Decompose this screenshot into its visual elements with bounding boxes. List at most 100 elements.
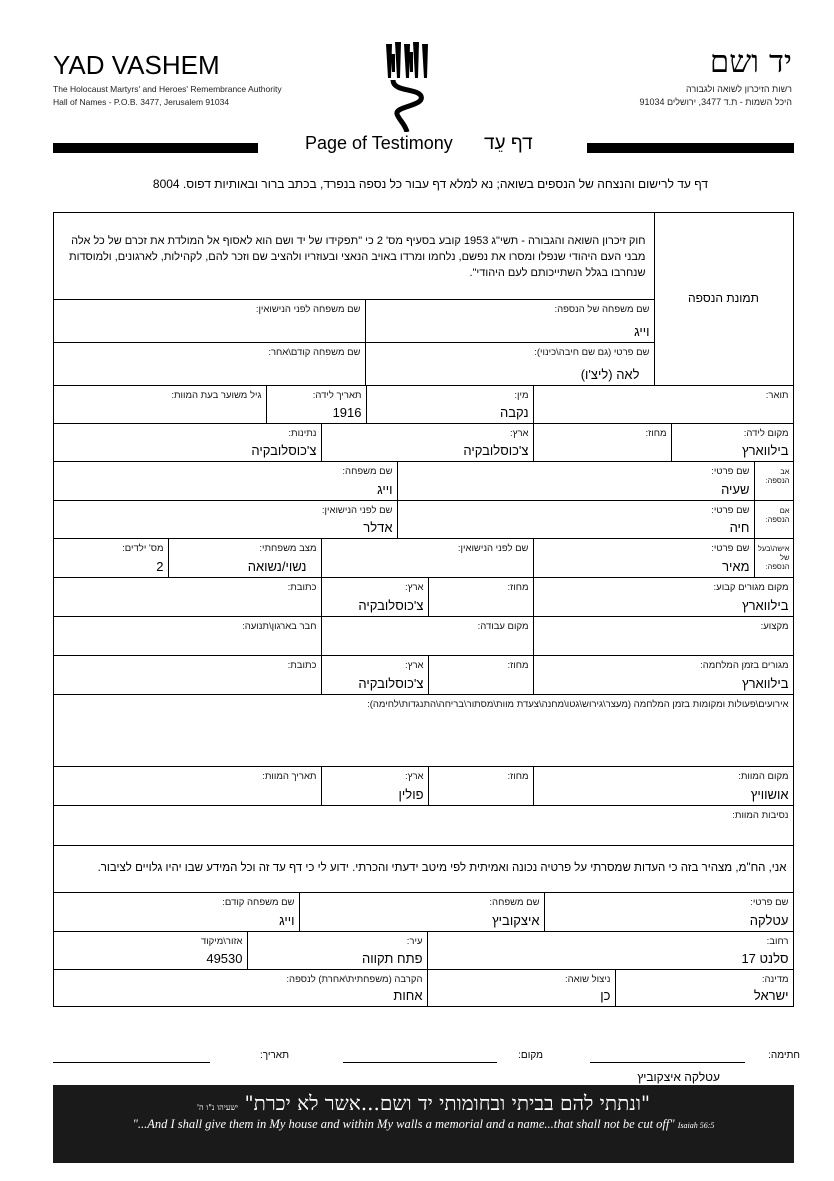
value: איצקוביץ: [492, 912, 540, 928]
field-witness-relation[interactable]: הקרבה (משפחתית\אחרת) לנספה: אחות: [52, 968, 428, 1007]
field-birth-place[interactable]: מקום לידה: בילווארץ: [670, 422, 794, 462]
field-birth-district[interactable]: מחוז:: [532, 422, 672, 462]
label: אם הנספה:: [765, 505, 790, 524]
field-witness-street[interactable]: רחוב: סלנט 17: [426, 930, 794, 970]
value: וייג: [634, 323, 650, 339]
field-residence-address[interactable]: כתובת:: [52, 576, 322, 617]
photo-cell[interactable]: תמונת הנספה: [653, 211, 794, 386]
field-witness-survivor[interactable]: ניצול שואה: כן: [426, 968, 616, 1007]
field-marital-status[interactable]: מצב משפחתי: נשוי/נשואה: [167, 537, 322, 578]
field-death-date[interactable]: תאריך המוות:: [52, 765, 322, 806]
label: שם פרטי:: [750, 896, 789, 908]
value: סלנט 17: [741, 950, 789, 966]
signature-line[interactable]: [590, 1062, 745, 1063]
place-label: מקום:: [518, 1050, 543, 1061]
field-birth-country[interactable]: ארץ: צ'כוסלובקיה: [320, 422, 534, 462]
value: אדלר: [363, 519, 393, 535]
field-war-address[interactable]: כתובת:: [52, 654, 322, 695]
label: שם לפני הנישואין:: [457, 542, 529, 554]
field-residence-country[interactable]: ארץ: צ'כוסלובקיה: [320, 576, 429, 617]
field-witness-city[interactable]: עיר: פתח תקווה: [246, 930, 428, 970]
label: שם משפחה של הנספה:: [554, 303, 650, 315]
field-profession[interactable]: מקצוע:: [532, 615, 794, 656]
value: צ'כוסלובקיה: [358, 675, 424, 691]
divider-right: [587, 143, 794, 153]
field-witness-zip[interactable]: אזור\מיקוד 49530: [52, 930, 248, 970]
label: כתובת:: [287, 659, 317, 671]
label: תואר:: [765, 389, 789, 401]
label: אב הנספה:: [765, 466, 790, 485]
value: בילווארץ: [742, 675, 789, 691]
field-organization[interactable]: חבר בארגון\תנועה:: [52, 615, 322, 656]
field-surname[interactable]: שם משפחה של הנספה: וייג: [364, 298, 655, 343]
value: מאיר: [722, 558, 750, 574]
field-witness-first[interactable]: שם פרטי: עטלקה: [543, 891, 794, 932]
field-war-residence[interactable]: מגורים בזמן המלחמה: בילווארץ: [532, 654, 794, 695]
value: צ'כוסלובקיה: [358, 597, 424, 613]
field-maiden-name[interactable]: שם משפחה לפני הנישואין:: [52, 298, 366, 343]
org-name-he: יד ושם: [709, 44, 792, 80]
testimony-form: חוק זיכרון השואה והגבורה - תשי"ג 1953 קו…: [52, 211, 794, 1007]
field-children-count[interactable]: מס' ילדים: 2: [52, 537, 169, 578]
label: אזור\מיקוד: [200, 935, 243, 947]
value: צ'כוסלובקיה: [251, 442, 317, 458]
org-subtitle-en: The Holocaust Martyrs' and Heroes' Remem…: [53, 84, 282, 94]
date-line[interactable]: [53, 1062, 210, 1063]
field-prev-surname[interactable]: שם משפחה קודם\אחר:: [52, 341, 366, 386]
field-age[interactable]: גיל משוער בעת המוות:: [52, 384, 267, 424]
value: 49530: [206, 950, 243, 966]
value: 1916: [332, 404, 362, 420]
label: רחוב:: [766, 935, 789, 947]
father-row-label: אב הנספה:: [753, 460, 794, 501]
intro-cell: חוק זיכרון השואה והגבורה - תשי"ג 1953 קו…: [52, 211, 655, 300]
spouse-row-label: אישה\בעל של הנספה:: [753, 537, 794, 578]
field-war-country[interactable]: ארץ: צ'כוסלובקיה: [320, 654, 429, 695]
field-spouse-first[interactable]: שם פרטי: מאיר: [532, 537, 755, 578]
declaration-cell: אני, הח"מ, מצהיר בזה כי העדות שמסרתי על …: [52, 844, 794, 893]
value: פולין: [398, 786, 424, 802]
label: מחוז:: [645, 427, 667, 439]
field-spouse-maiden[interactable]: שם לפני הנישואין:: [320, 537, 534, 578]
field-war-district[interactable]: מחוז:: [427, 654, 534, 695]
quote-english: "...And I shall give them in My house an…: [59, 1117, 788, 1132]
label: ארץ:: [405, 770, 424, 782]
label: נתינות:: [288, 427, 317, 439]
field-witness-prev[interactable]: שם משפחה קודם: וייג: [52, 891, 300, 932]
value: שעיה: [721, 481, 750, 497]
label: שם פרטי:: [711, 504, 750, 516]
field-nationality[interactable]: נתינות: צ'כוסלובקיה: [52, 422, 322, 462]
field-residence-district[interactable]: מחוז:: [427, 576, 534, 617]
field-war-events[interactable]: אירועים\פעולות ומקומות בזמן המלחמה (מעצר…: [52, 693, 794, 767]
label: מדינה:: [761, 973, 789, 985]
field-workplace[interactable]: מקום עבודה:: [320, 615, 534, 656]
field-witness-last[interactable]: שם משפחה: איצקוביץ: [298, 891, 545, 932]
field-mother-maiden[interactable]: שם לפני הנישואין: אדלר: [52, 499, 398, 539]
field-title[interactable]: תואר:: [532, 384, 794, 424]
label: ארץ:: [405, 581, 424, 593]
field-first-name[interactable]: שם פרטי (גם שם חיבה\כינוי): לאה (ליצ'ו): [364, 341, 655, 386]
value: נשוי/נשואה: [247, 558, 307, 574]
field-gender[interactable]: מין: נקבה: [365, 384, 534, 424]
value: ישראל: [753, 987, 789, 1003]
field-mother-first[interactable]: שם פרטי: חיה: [396, 499, 755, 539]
field-death-country[interactable]: ארץ: פולין: [320, 765, 429, 806]
field-death-circumstances[interactable]: נסיבות המוות:: [52, 804, 794, 846]
place-line[interactable]: [343, 1062, 497, 1063]
field-death-district[interactable]: מחוז:: [427, 765, 534, 806]
field-father-last[interactable]: שם משפחה: וייג: [52, 460, 398, 501]
label: עיר:: [406, 935, 423, 947]
field-father-first[interactable]: שם פרטי: שעיה: [396, 460, 755, 501]
value: עטלקה: [749, 912, 789, 928]
field-witness-country[interactable]: מדינה: ישראל: [614, 968, 794, 1007]
label: כתובת:: [287, 581, 317, 593]
value: אושוויץ: [750, 786, 789, 802]
label: תאריך לידה:: [312, 389, 362, 401]
label: שם פרטי:: [711, 542, 750, 554]
label: מס' ילדים:: [122, 542, 164, 554]
signer-name: עטלקה איצקוביץ: [637, 1070, 720, 1084]
field-birth-date[interactable]: תאריך לידה: 1916: [265, 384, 367, 424]
value: כן: [600, 987, 611, 1003]
field-residence-place[interactable]: מקום מגורים קבוע: בילווארץ: [532, 576, 794, 617]
field-death-place[interactable]: מקום המוות: אושוויץ: [532, 765, 794, 806]
value: וייג: [377, 481, 393, 497]
